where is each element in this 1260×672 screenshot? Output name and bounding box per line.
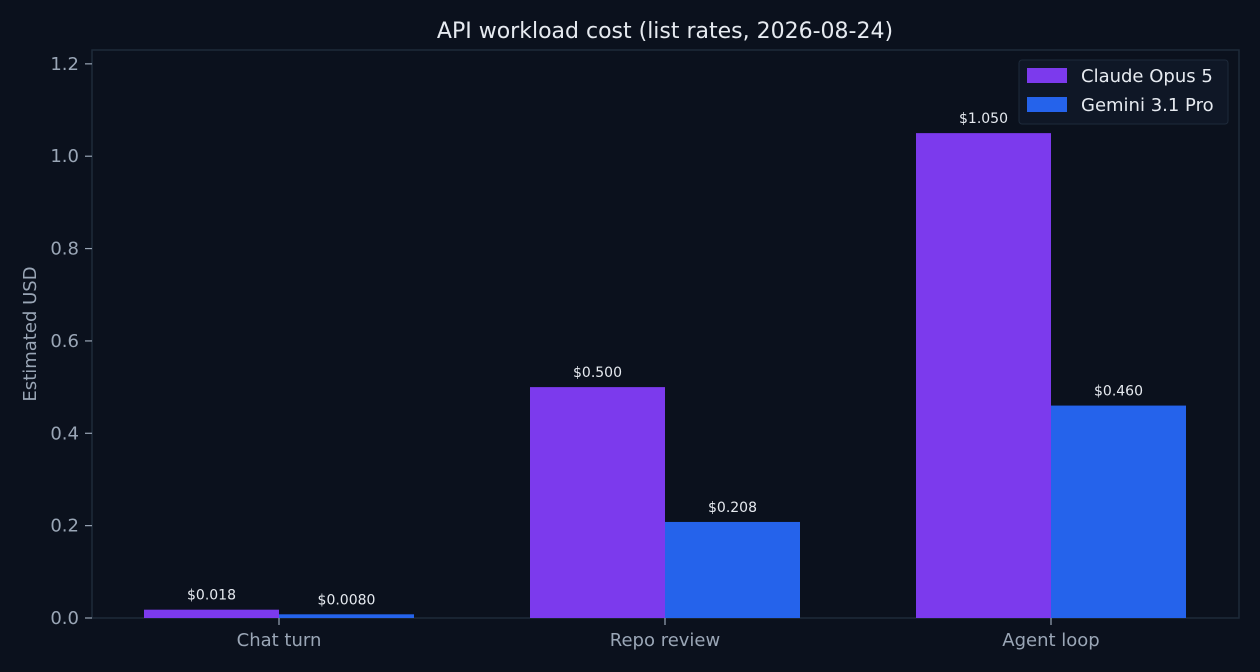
bar (1051, 405, 1186, 618)
legend-entry: Gemini 3.1 Pro (1081, 95, 1214, 116)
bar (144, 609, 279, 618)
y-tick-label: 0.4 (50, 423, 79, 444)
y-tick-label: 0.0 (50, 608, 79, 629)
legend-entry: Claude Opus 5 (1081, 66, 1213, 87)
x-axis: Chat turn Repo review Agent loop (237, 618, 1100, 651)
y-tick-label: 0.6 (50, 331, 79, 352)
x-tick-label: Repo review (610, 630, 720, 651)
bar-series-group (144, 133, 1186, 618)
y-tick-label: 0.2 (50, 516, 79, 537)
bar (279, 614, 414, 618)
bar (916, 133, 1051, 618)
x-tick-label: Agent loop (1002, 630, 1099, 651)
legend-swatch (1027, 68, 1067, 83)
y-tick-label: 1.0 (50, 146, 79, 167)
y-tick-label: 0.8 (50, 239, 79, 260)
bar-value-label: $1.050 (959, 111, 1008, 127)
data-labels-group: $0.018 $0.0080 $0.500 $0.208 $1.050 $0.460 (187, 111, 1143, 608)
bar-value-label: $0.018 (187, 588, 236, 604)
x-tick-label: Chat turn (237, 630, 322, 651)
bar-value-label: $0.500 (573, 365, 622, 381)
legend-swatch (1027, 97, 1067, 112)
legend: Claude Opus 5 Gemini 3.1 Pro (1018, 59, 1229, 125)
y-tick-label: 1.2 (50, 54, 79, 75)
bar-value-label: $0.208 (708, 500, 757, 516)
chart-title: API workload cost (list rates, 2026-08-2… (437, 19, 893, 44)
bar-value-label: $0.0080 (318, 592, 376, 608)
y-axis-label: Estimated USD (20, 266, 41, 401)
bar (665, 521, 800, 618)
legend-frame (1018, 59, 1229, 125)
y-axis: 0.0 0.2 0.4 0.6 0.8 1.0 1.2 (50, 54, 92, 629)
bar (530, 387, 665, 618)
bar-value-label: $0.460 (1094, 384, 1143, 400)
